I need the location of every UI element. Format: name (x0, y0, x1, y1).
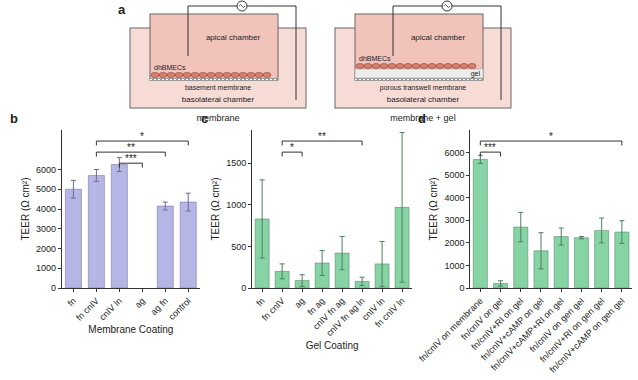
svg-text:Gel Coating: Gel Coating (306, 340, 359, 351)
svg-text:dhBMECs: dhBMECs (359, 55, 391, 62)
svg-text:dhBMECs: dhBMECs (154, 64, 186, 71)
svg-text:fn/cnIV+RI on gen gel: fn/cnIV+RI on gen gel (538, 296, 606, 364)
svg-text:fn cnIV: fn cnIV (74, 296, 101, 323)
svg-text:apical chamber: apical chamber (206, 33, 261, 42)
svg-text:c: c (201, 111, 208, 126)
svg-text:2000: 2000 (36, 244, 56, 254)
svg-text:fn/cnIV on gel: fn/cnIV on gel (459, 296, 505, 342)
svg-text:5000: 5000 (36, 184, 56, 194)
svg-text:0: 0 (459, 283, 464, 293)
svg-text:3000: 3000 (36, 224, 56, 234)
svg-text:cnIV fn ag ln: cnIV fn ag ln (324, 296, 366, 338)
svg-text:TEER (Ω cm²): TEER (Ω cm²) (210, 177, 221, 240)
svg-text:b: b (10, 111, 18, 126)
svg-text:fn: fn (66, 296, 78, 308)
svg-text:*: * (290, 142, 294, 153)
svg-text:membrane: membrane (196, 113, 239, 123)
svg-text:500: 500 (231, 242, 246, 252)
svg-text:3000: 3000 (444, 215, 464, 225)
svg-text:**: ** (127, 142, 135, 153)
svg-text:fn/cnIV+cAMP on gel: fn/cnIV+cAMP on gel (479, 296, 546, 363)
svg-text:6000: 6000 (444, 148, 464, 158)
svg-text:4000: 4000 (444, 193, 464, 203)
svg-text:fn cnIV: fn cnIV (260, 296, 287, 323)
svg-text:fn/cnIV+RI on gel: fn/cnIV+RI on gel (469, 296, 525, 352)
svg-text:cnIV ln: cnIV ln (360, 296, 387, 323)
svg-text:***: *** (484, 142, 496, 153)
svg-text:apical chamber: apical chamber (411, 33, 466, 42)
svg-text:ag: ag (133, 296, 147, 310)
svg-text:control: control (167, 296, 193, 322)
svg-text:**: ** (318, 131, 326, 142)
svg-text:*: * (549, 131, 553, 142)
svg-text:fn ag: fn ag (305, 296, 326, 317)
svg-text:5000: 5000 (444, 170, 464, 180)
svg-text:TEER (Ω cm²): TEER (Ω cm²) (20, 177, 31, 240)
svg-text:1000: 1000 (226, 200, 246, 210)
svg-text:***: *** (125, 153, 137, 164)
svg-text:gel: gel (471, 70, 481, 78)
svg-text:fn/cnIV+cAMP+RI on gel: fn/cnIV+cAMP+RI on gel (489, 296, 566, 373)
svg-text:0: 0 (241, 283, 246, 293)
svg-text:fn/cnIV on gen gel: fn/cnIV on gen gel (528, 296, 586, 354)
svg-text:cnIV ln: cnIV ln (97, 296, 124, 323)
svg-text:basolateral chamber: basolateral chamber (387, 95, 460, 104)
svg-text:a: a (118, 2, 126, 17)
svg-text:4000: 4000 (36, 204, 56, 214)
svg-text:fn/cnIV+cAMP on gen gel: fn/cnIV+cAMP on gen gel (548, 296, 627, 375)
svg-text:fn cnIV ln: fn cnIV ln (373, 296, 407, 330)
svg-text:*: * (140, 131, 144, 142)
svg-text:TEER (Ω cm²): TEER (Ω cm²) (428, 177, 439, 240)
svg-text:fn/cnIV on membrane: fn/cnIV on membrane (417, 296, 485, 364)
svg-text:cnIV fn ag: cnIV fn ag (311, 296, 347, 332)
svg-text:1500: 1500 (226, 158, 246, 168)
svg-text:1000: 1000 (444, 261, 464, 271)
svg-text:d: d (418, 111, 426, 126)
svg-text:membrane + gel: membrane + gel (390, 113, 455, 123)
svg-text:basolateral chamber: basolateral chamber (182, 95, 255, 104)
svg-text:basement membrane: basement membrane (185, 84, 251, 91)
svg-text:ag: ag (293, 296, 307, 310)
svg-text:ag fn: ag fn (149, 296, 170, 317)
svg-text:6000: 6000 (36, 165, 56, 175)
svg-text:2000: 2000 (444, 238, 464, 248)
svg-text:0: 0 (51, 283, 56, 293)
svg-text:fn: fn (254, 296, 266, 308)
svg-text:1000: 1000 (36, 263, 56, 273)
svg-text:Membrane Coating: Membrane Coating (88, 324, 173, 335)
svg-text:porous transwell membrane: porous transwell membrane (380, 84, 466, 92)
